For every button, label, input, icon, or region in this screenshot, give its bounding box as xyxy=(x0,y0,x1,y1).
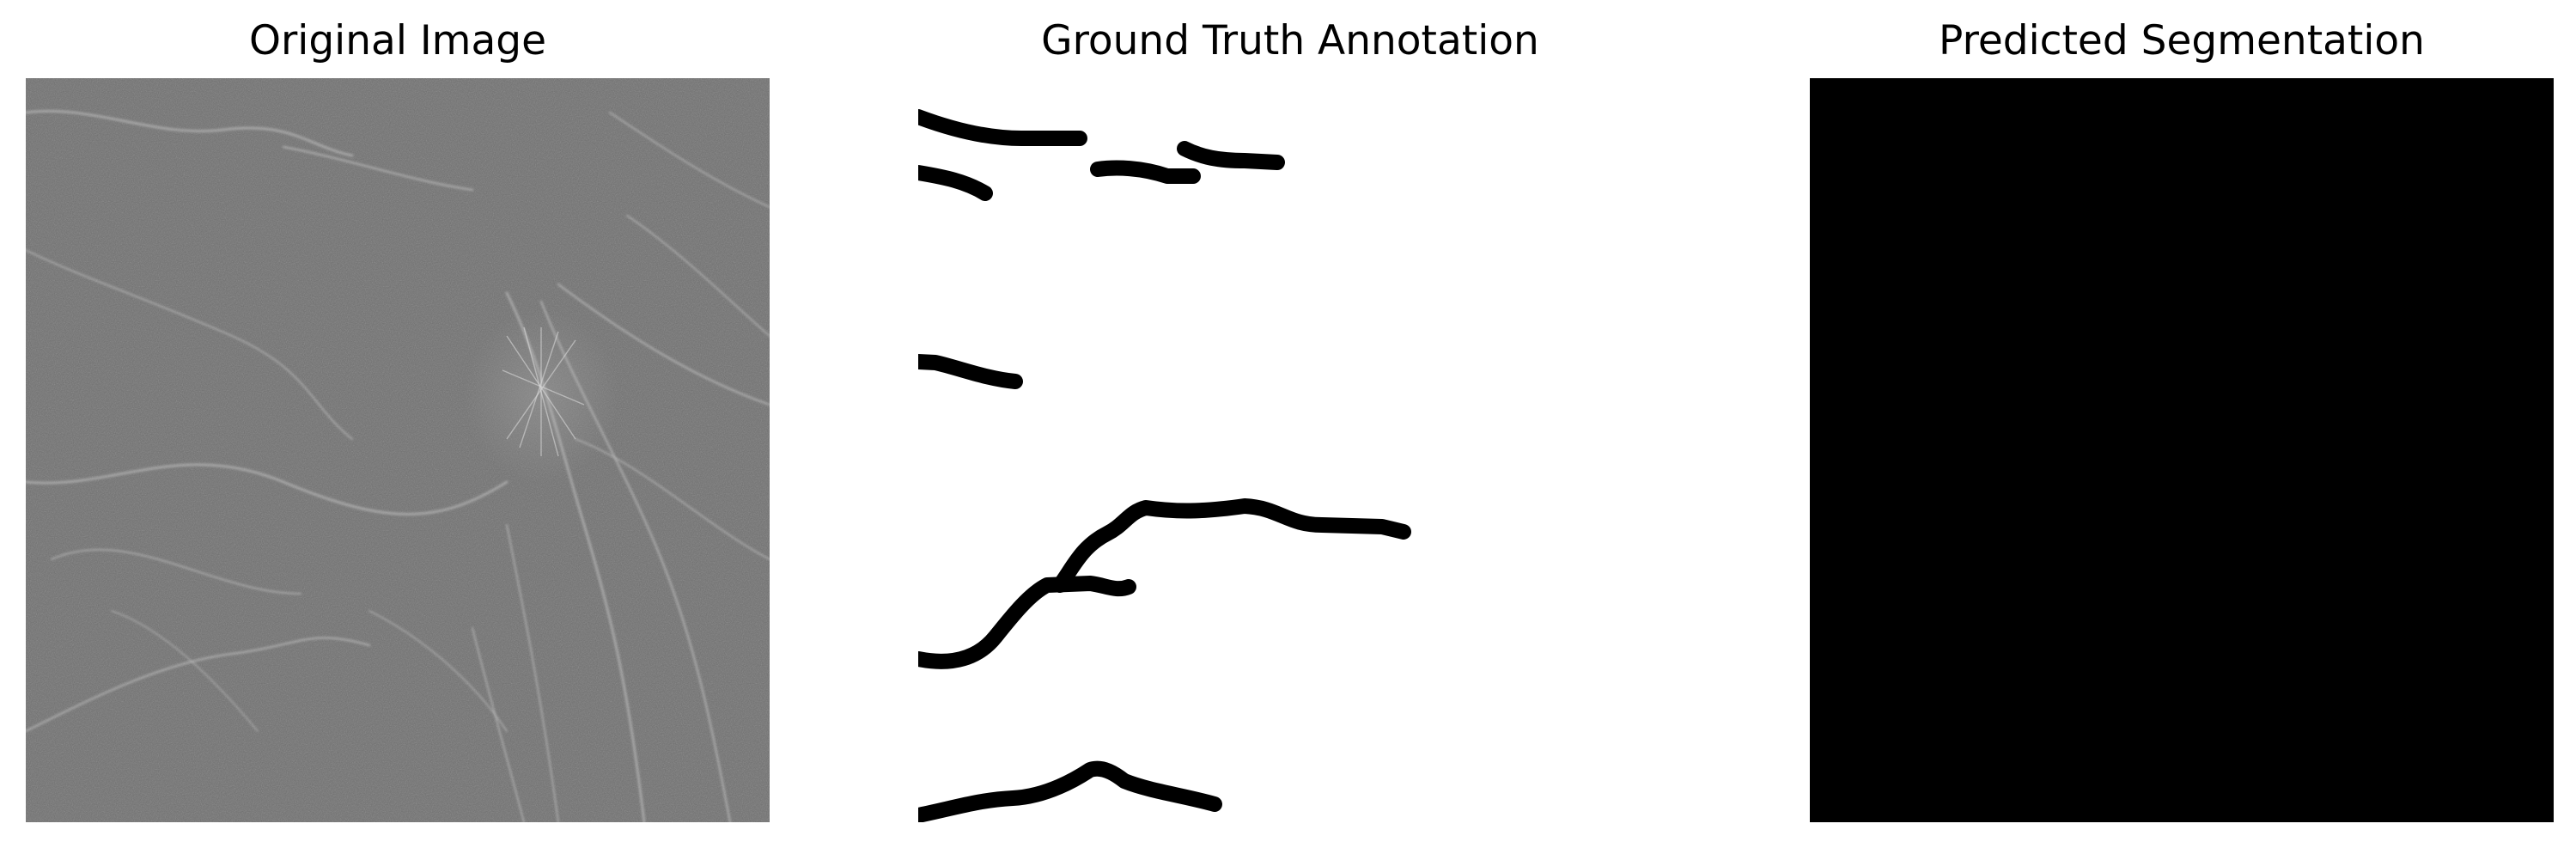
ground-truth-title: Ground Truth Annotation xyxy=(1041,17,1539,64)
ground-truth-panel xyxy=(918,78,1662,822)
predicted-segmentation xyxy=(1810,78,2554,822)
retina-texture xyxy=(26,78,770,822)
original-image-title: Original Image xyxy=(248,17,547,64)
retina-vessels xyxy=(26,109,770,822)
prediction-mask xyxy=(1810,78,2554,822)
optic-disc-vessels xyxy=(502,326,585,457)
original-image-panel xyxy=(26,78,770,822)
annotation-strokes xyxy=(918,109,1411,822)
predicted-segmentation-panel xyxy=(1810,78,2554,822)
predicted-segmentation-title: Predicted Segmentation xyxy=(1939,17,2425,64)
original-image xyxy=(26,78,770,822)
ground-truth-annotation xyxy=(918,78,1662,822)
annotation-background xyxy=(918,78,1662,822)
